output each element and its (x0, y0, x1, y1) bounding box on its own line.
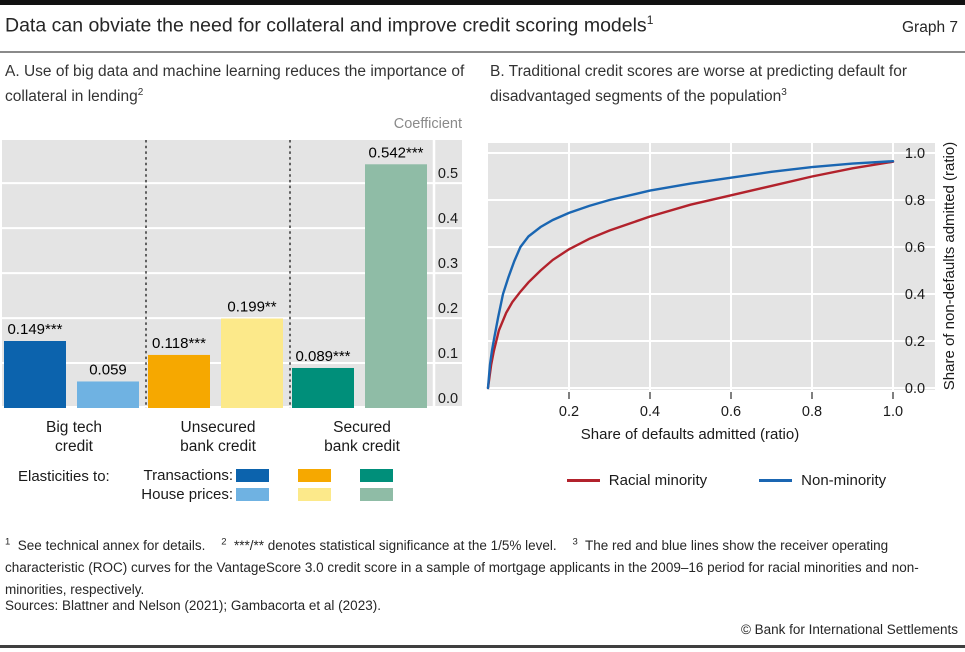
bar-value-label: 0.059 (89, 361, 127, 378)
y-tick-label: 0.2 (438, 301, 458, 317)
bar-house-prices (221, 318, 283, 408)
y-tick-label: 0.4 (905, 287, 925, 303)
bottom-rule (0, 645, 965, 648)
bar-house-prices (77, 381, 139, 408)
legend-line-swatch (759, 479, 793, 482)
y-tick-label: 0.2 (905, 334, 925, 350)
legend-item-label: Racial minority (608, 472, 708, 489)
copyright: © Bank for International Settlements (740, 622, 958, 637)
bar-transactions (292, 367, 354, 408)
y-tick-label: 0.1 (438, 346, 458, 362)
legend-item-racial-minority: Racial minority (566, 472, 708, 489)
legend-line-swatch (566, 479, 600, 482)
legend-row: House prices: (140, 485, 393, 504)
legend-swatch (360, 488, 393, 501)
y-tick-label: 0.5 (438, 166, 458, 182)
footnote-3: 3 The red and blue lines show the receiv… (5, 536, 919, 598)
category-label: bank credit (324, 438, 401, 455)
top-rule (0, 0, 965, 5)
legend-swatch (298, 469, 331, 482)
category-label: credit (55, 438, 94, 455)
legend-item-label: Non-minority (801, 472, 887, 489)
x-tick-label: 0.4 (640, 404, 660, 420)
y-tick-label: 0.6 (905, 240, 925, 256)
panel-a-title: A. Use of big data and machine learning … (5, 63, 465, 106)
bar-house-prices (365, 164, 427, 408)
plot-background (488, 143, 935, 390)
bar-value-label: 0.542*** (368, 144, 423, 161)
category-label: Big tech (46, 419, 102, 436)
y-tick-label: 0.0 (438, 391, 458, 407)
footnote-2: 2 ***/** denotes statistical significanc… (221, 536, 557, 554)
roc-curve-racial-minority (486, 160, 895, 390)
legend-swatch (360, 469, 393, 482)
y-tick-label: 1.0 (905, 146, 925, 162)
bar-transactions (4, 341, 66, 408)
y-tick-label: 0.0 (905, 381, 925, 397)
category-label: Unsecured (181, 419, 256, 436)
footnote-1: 1 See technical annex for details. (5, 536, 206, 554)
bar-value-label: 0.089*** (295, 348, 350, 365)
footnotes: 1 See technical annex for details. 2 ***… (5, 532, 961, 602)
legend-row-label: Transactions: (143, 467, 233, 484)
x-tick-label: 1.0 (883, 404, 903, 420)
sources-line: Sources: Blattner and Nelson (2021); Gam… (5, 598, 381, 613)
x-tick-label: 0.6 (721, 404, 741, 420)
graph-number-label: Graph 7 (901, 19, 958, 36)
page-title: Data can obviate the need for collateral… (5, 13, 654, 37)
y-tick-label: 0.4 (438, 211, 458, 227)
y-tick-label: 0.3 (438, 256, 458, 272)
panel-a-axis-title: Coefficient (393, 116, 462, 132)
panel-b-title: B. Traditional credit scores are worse a… (490, 63, 907, 106)
bar-value-label: 0.118*** (152, 335, 206, 352)
bar-value-label: 0.149*** (7, 321, 62, 338)
bar-transactions (148, 354, 210, 408)
legend-swatch (298, 488, 331, 501)
title-divider (0, 51, 965, 53)
panel-b-legend: Racial minority Non-minority (488, 472, 965, 489)
x-axis-title: Share of defaults admitted (ratio) (581, 426, 799, 443)
legend-row-label: House prices: (141, 486, 233, 503)
bar-value-label: 0.199** (227, 299, 276, 316)
legend-rows: Transactions: House prices: (140, 466, 393, 504)
legend-prefix: Elasticities to: (18, 468, 110, 485)
x-tick-label: 0.2 (559, 404, 579, 420)
y-axis-title: Share of non-defaults admitted (ratio) (941, 142, 958, 390)
category-label: bank credit (180, 438, 257, 455)
legend-swatch (236, 488, 269, 501)
legend-swatch (236, 469, 269, 482)
legend-row: Transactions: (140, 466, 393, 485)
panel-a-bar-chart: 0.0 0.1 0.2 0.3 0.4 0.5 0.149*** 0.059 Big tech c… (2, 140, 462, 455)
roc-curve-non-minority (486, 160, 895, 390)
panel-a-legend: Elasticities to: Transactions: House pric… (18, 466, 393, 504)
x-tick-label: 0.8 (802, 404, 822, 420)
category-label: Secured (333, 419, 391, 436)
legend-item-non-minority: Non-minority (759, 472, 886, 489)
y-tick-label: 0.8 (905, 193, 925, 209)
